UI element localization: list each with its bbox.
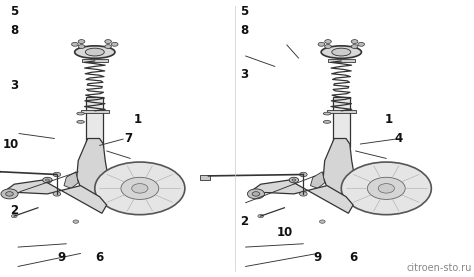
Ellipse shape bbox=[323, 120, 331, 123]
Circle shape bbox=[121, 177, 159, 199]
Circle shape bbox=[46, 179, 49, 181]
Circle shape bbox=[341, 162, 431, 215]
Circle shape bbox=[289, 177, 299, 183]
Circle shape bbox=[111, 42, 118, 46]
Circle shape bbox=[78, 40, 85, 43]
Text: 1: 1 bbox=[133, 113, 142, 125]
Circle shape bbox=[105, 40, 111, 43]
Text: 6: 6 bbox=[95, 251, 104, 264]
Circle shape bbox=[72, 42, 78, 46]
Circle shape bbox=[300, 172, 307, 177]
Circle shape bbox=[351, 40, 358, 43]
Polygon shape bbox=[5, 180, 107, 213]
Polygon shape bbox=[77, 138, 108, 202]
Text: 3: 3 bbox=[240, 68, 248, 81]
Polygon shape bbox=[64, 172, 78, 188]
Text: 9: 9 bbox=[57, 251, 66, 264]
Text: 10: 10 bbox=[276, 226, 292, 239]
Circle shape bbox=[351, 45, 358, 48]
Circle shape bbox=[53, 192, 61, 196]
Ellipse shape bbox=[332, 48, 351, 56]
Text: 9: 9 bbox=[313, 251, 322, 264]
Ellipse shape bbox=[75, 46, 115, 58]
Text: 7: 7 bbox=[124, 132, 132, 145]
Circle shape bbox=[132, 184, 148, 193]
Circle shape bbox=[258, 214, 264, 218]
Circle shape bbox=[358, 42, 365, 46]
Polygon shape bbox=[310, 172, 325, 188]
Ellipse shape bbox=[85, 48, 104, 56]
Circle shape bbox=[247, 189, 264, 199]
Circle shape bbox=[11, 214, 17, 218]
Circle shape bbox=[325, 45, 331, 48]
FancyBboxPatch shape bbox=[81, 110, 109, 113]
Text: 8: 8 bbox=[10, 24, 18, 37]
Circle shape bbox=[252, 192, 260, 196]
Circle shape bbox=[325, 40, 331, 43]
Circle shape bbox=[53, 172, 61, 177]
Circle shape bbox=[95, 162, 185, 215]
Text: 3: 3 bbox=[10, 79, 18, 92]
Text: 5: 5 bbox=[240, 5, 248, 17]
Ellipse shape bbox=[321, 46, 361, 58]
Polygon shape bbox=[323, 138, 355, 202]
Circle shape bbox=[73, 220, 79, 223]
Text: 2: 2 bbox=[240, 215, 248, 228]
FancyBboxPatch shape bbox=[86, 97, 103, 147]
Circle shape bbox=[319, 220, 325, 223]
Text: 1: 1 bbox=[384, 113, 393, 125]
FancyBboxPatch shape bbox=[200, 175, 210, 180]
Ellipse shape bbox=[77, 120, 84, 123]
Circle shape bbox=[318, 42, 325, 46]
Ellipse shape bbox=[77, 112, 84, 115]
FancyBboxPatch shape bbox=[327, 110, 356, 113]
Text: citroen-sto.ru: citroen-sto.ru bbox=[406, 263, 472, 273]
Circle shape bbox=[378, 184, 394, 193]
Circle shape bbox=[105, 45, 111, 48]
Text: 10: 10 bbox=[2, 138, 18, 150]
Circle shape bbox=[300, 192, 307, 196]
Text: 5: 5 bbox=[10, 5, 18, 17]
Ellipse shape bbox=[323, 112, 331, 115]
Circle shape bbox=[1, 189, 18, 199]
Text: 4: 4 bbox=[394, 132, 402, 145]
Text: 2: 2 bbox=[10, 204, 18, 217]
FancyBboxPatch shape bbox=[82, 59, 108, 62]
Circle shape bbox=[43, 177, 52, 183]
Text: 6: 6 bbox=[349, 251, 357, 264]
Circle shape bbox=[367, 177, 405, 199]
Polygon shape bbox=[251, 180, 353, 213]
Circle shape bbox=[78, 45, 85, 48]
Circle shape bbox=[6, 192, 13, 196]
FancyBboxPatch shape bbox=[328, 59, 355, 62]
FancyBboxPatch shape bbox=[333, 97, 350, 147]
Text: 8: 8 bbox=[240, 24, 248, 37]
Circle shape bbox=[292, 179, 296, 181]
